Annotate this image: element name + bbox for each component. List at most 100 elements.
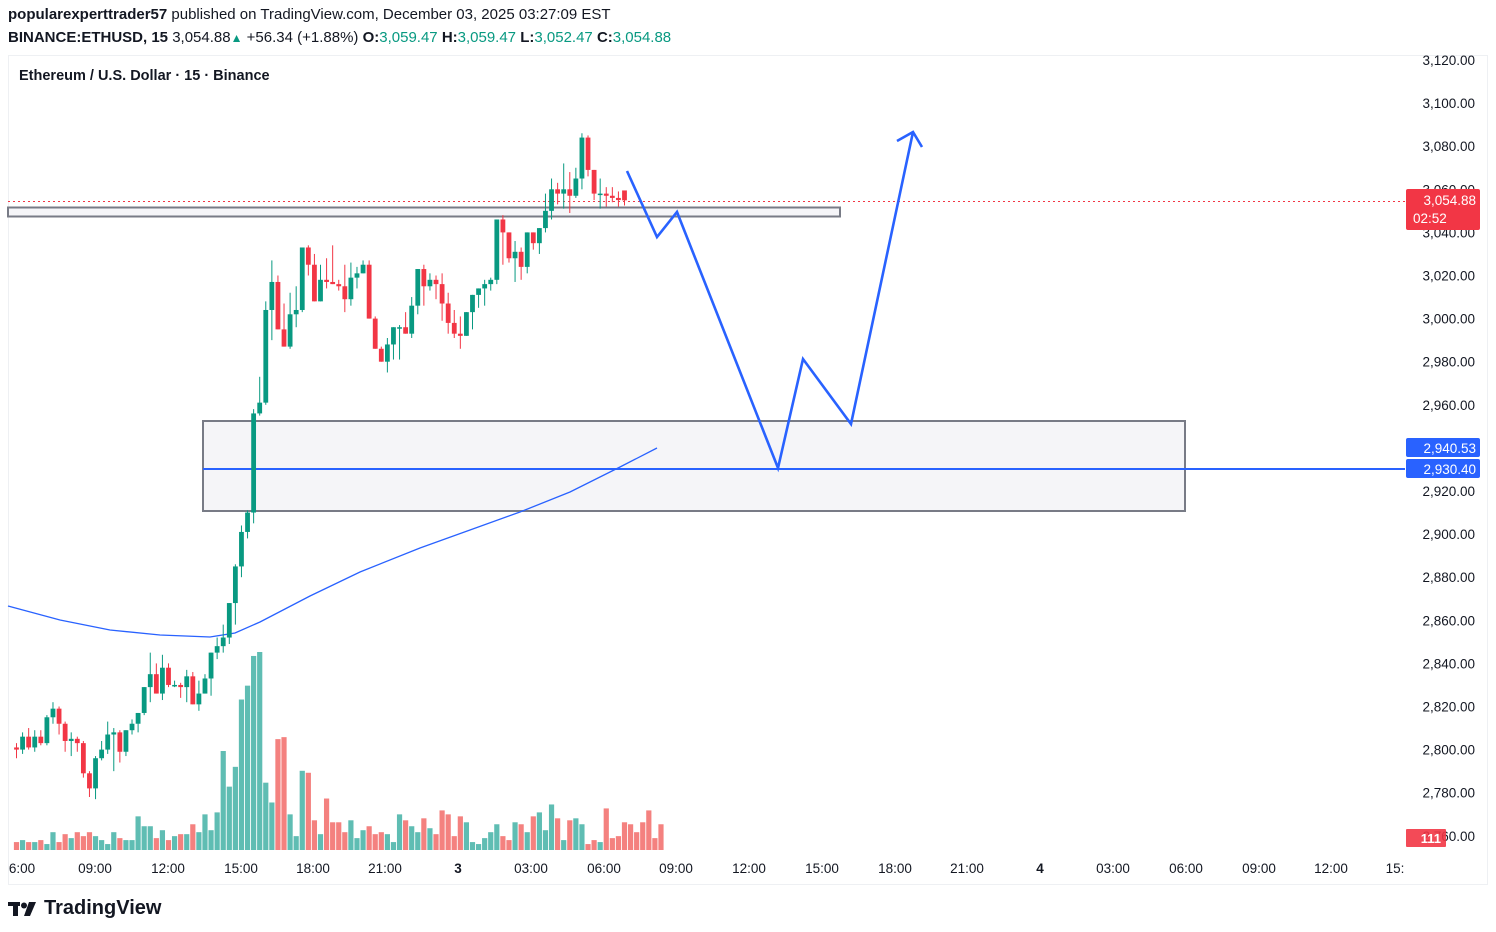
candle[interactable]	[245, 510, 250, 539]
candle[interactable]	[409, 297, 415, 338]
candle[interactable]	[348, 262, 354, 306]
candle[interactable]	[573, 167, 579, 198]
candle[interactable]	[178, 682, 184, 698]
candle[interactable]	[403, 312, 409, 334]
candle[interactable]	[366, 260, 372, 319]
candle[interactable]	[190, 672, 196, 705]
candle[interactable]	[597, 178, 603, 209]
candle[interactable]	[433, 275, 439, 300]
candle[interactable]	[318, 264, 323, 302]
candle[interactable]	[384, 337, 390, 373]
candle[interactable]	[172, 680, 177, 688]
candle[interactable]	[147, 652, 153, 703]
candle[interactable]	[62, 721, 68, 752]
candle[interactable]	[391, 327, 396, 360]
candle[interactable]	[32, 730, 38, 752]
candle[interactable]	[56, 706, 62, 735]
candle[interactable]	[451, 309, 457, 338]
candle[interactable]	[500, 215, 506, 265]
candle[interactable]	[354, 266, 360, 289]
drawing-zones[interactable]	[7, 201, 1405, 512]
candle[interactable]	[129, 719, 135, 735]
candle[interactable]	[214, 637, 220, 660]
candle[interactable]	[87, 771, 92, 798]
candle[interactable]	[105, 721, 111, 754]
candle[interactable]	[123, 730, 129, 757]
candle[interactable]	[299, 247, 305, 313]
candle[interactable]	[117, 730, 123, 763]
candle[interactable]	[482, 279, 488, 306]
candle[interactable]	[470, 294, 475, 330]
candle[interactable]	[160, 654, 165, 701]
candle[interactable]	[518, 247, 524, 280]
demand-zone[interactable]	[202, 420, 1186, 512]
candle[interactable]	[275, 275, 281, 330]
candle[interactable]	[476, 288, 481, 308]
candle[interactable]	[287, 292, 293, 349]
candle[interactable]	[99, 740, 105, 761]
candle[interactable]	[111, 728, 117, 772]
candle[interactable]	[445, 292, 451, 334]
candle[interactable]	[330, 245, 336, 285]
candle[interactable]	[524, 232, 530, 274]
candle[interactable]	[324, 258, 329, 289]
candle[interactable]	[14, 743, 19, 759]
candle[interactable]	[50, 702, 56, 724]
candle[interactable]	[44, 715, 50, 746]
candle[interactable]	[281, 303, 287, 347]
candle[interactable]	[196, 680, 202, 711]
candle[interactable]	[251, 409, 257, 524]
candle[interactable]	[141, 687, 147, 716]
candle[interactable]	[543, 193, 548, 233]
candle[interactable]	[488, 277, 494, 291]
candle[interactable]	[263, 301, 269, 405]
candle[interactable]	[305, 245, 311, 276]
candle[interactable]	[20, 732, 25, 754]
resistance-zone[interactable]	[7, 206, 841, 218]
candle[interactable]	[427, 273, 433, 291]
candle[interactable]	[567, 172, 573, 214]
candle[interactable]	[184, 669, 190, 703]
candle[interactable]	[616, 191, 621, 207]
candle[interactable]	[439, 273, 445, 321]
candle[interactable]	[166, 663, 171, 688]
candle[interactable]	[415, 269, 421, 315]
candle[interactable]	[257, 376, 263, 416]
candle[interactable]	[208, 652, 214, 696]
candle[interactable]	[269, 260, 275, 341]
candle[interactable]	[312, 253, 317, 302]
candle[interactable]	[506, 232, 512, 263]
candle[interactable]	[239, 525, 244, 578]
candle[interactable]	[555, 182, 561, 205]
candle[interactable]	[293, 286, 299, 328]
candle[interactable]	[93, 756, 98, 800]
candle[interactable]	[135, 712, 141, 733]
candle[interactable]	[421, 264, 427, 306]
candle[interactable]	[397, 325, 402, 360]
candle[interactable]	[74, 736, 80, 752]
candle[interactable]	[220, 624, 226, 653]
projection-drawing[interactable]	[625, 130, 924, 473]
candle[interactable]	[378, 346, 384, 362]
candle[interactable]	[579, 133, 585, 190]
candle[interactable]	[360, 260, 366, 274]
candle[interactable]	[464, 312, 469, 336]
candle[interactable]	[68, 732, 74, 757]
candle[interactable]	[591, 169, 597, 201]
candle[interactable]	[232, 564, 238, 625]
candle[interactable]	[622, 190, 627, 206]
tradingview-logo[interactable]: TradingView	[8, 897, 161, 920]
candle[interactable]	[561, 163, 567, 209]
candle[interactable]	[80, 740, 86, 778]
candle[interactable]	[512, 241, 518, 282]
candle[interactable]	[372, 316, 378, 349]
candle[interactable]	[603, 187, 609, 207]
author-name[interactable]: popularexperttrader57	[8, 6, 168, 23]
candle[interactable]	[609, 187, 615, 203]
candle[interactable]	[26, 728, 32, 750]
candle[interactable]	[549, 178, 554, 220]
candle[interactable]	[530, 232, 536, 250]
candle[interactable]	[494, 219, 500, 285]
candle[interactable]	[336, 279, 342, 291]
